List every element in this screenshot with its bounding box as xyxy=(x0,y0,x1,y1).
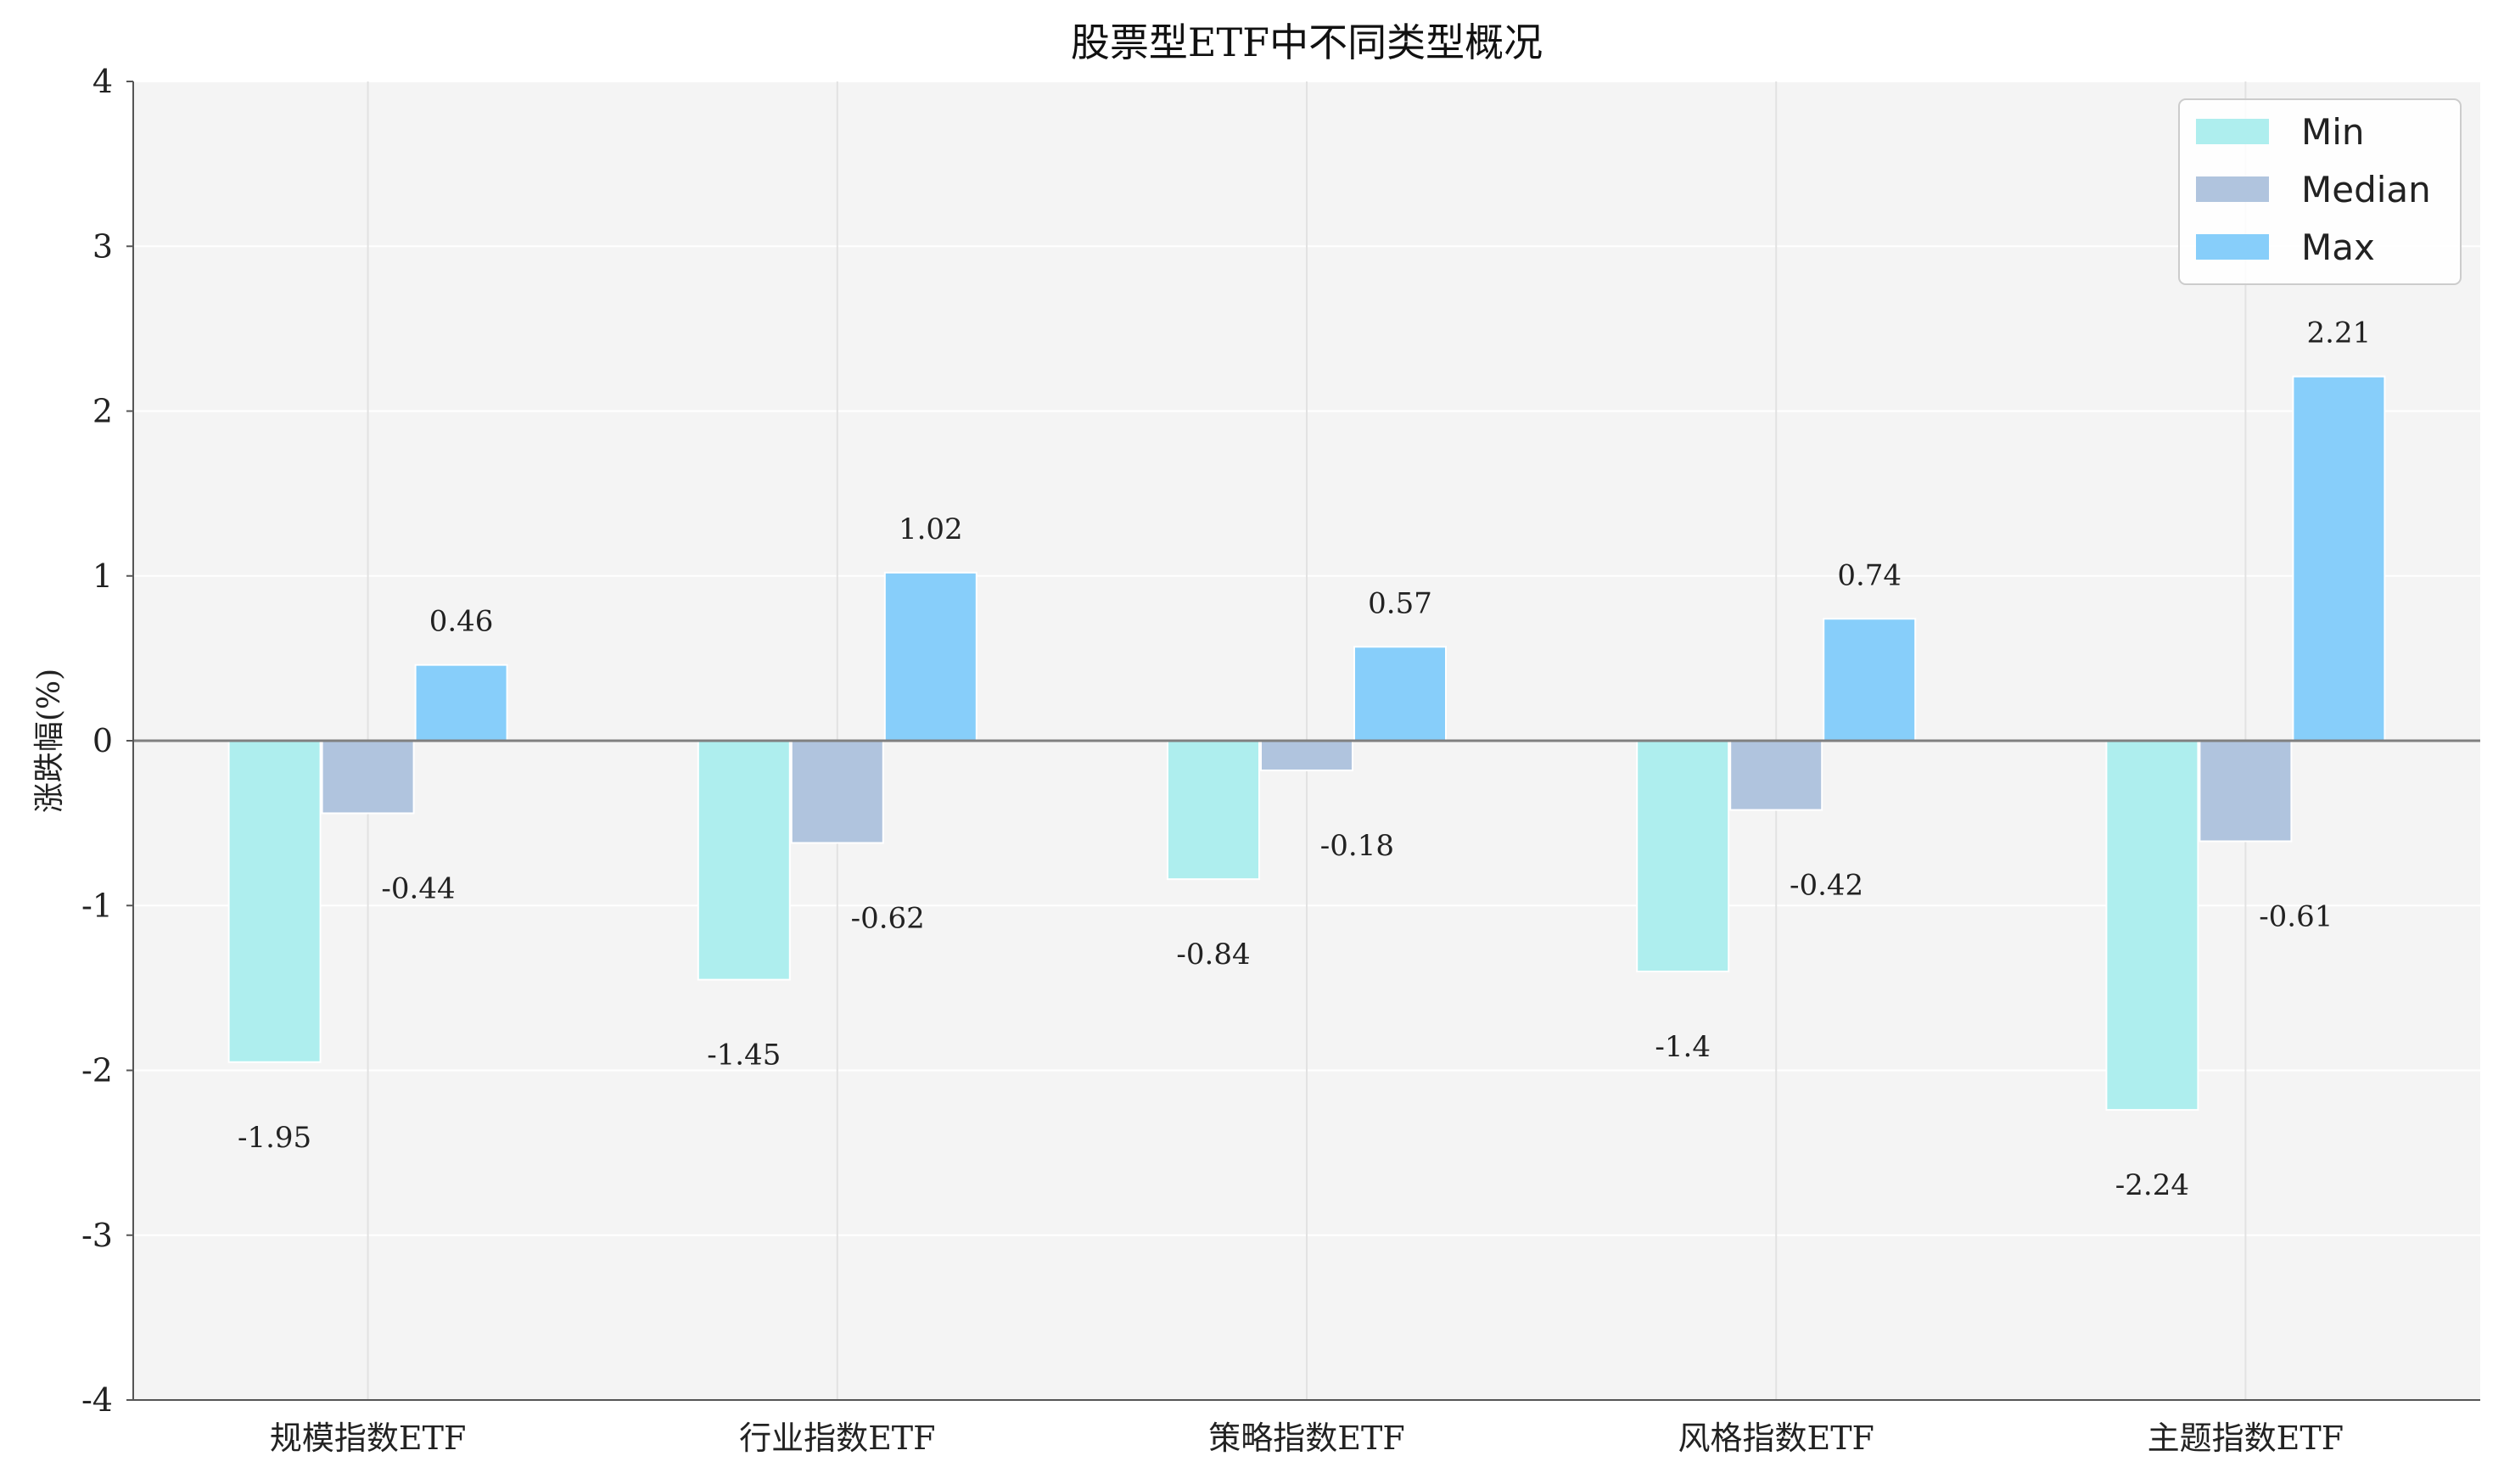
bar-max xyxy=(1353,646,1447,742)
legend-swatch-median xyxy=(2196,176,2269,202)
x-tick-label: 策略指数ETF xyxy=(1208,1420,1404,1457)
y-tick-label: 2 xyxy=(92,393,113,430)
y-tick-label: 3 xyxy=(92,227,113,265)
y-axis-label: 涨跌幅(%) xyxy=(32,669,67,813)
data-label: -0.44 xyxy=(381,871,455,905)
data-label: -0.84 xyxy=(1176,938,1250,972)
bar-median xyxy=(321,740,415,815)
y-tick-label: -4 xyxy=(81,1381,113,1419)
bar-median xyxy=(2199,740,2293,843)
chart-title: 股票型ETF中不同类型概况 xyxy=(1071,20,1543,65)
legend-label-median: Median xyxy=(2301,169,2431,210)
data-label: -0.61 xyxy=(2259,899,2333,933)
bar-median xyxy=(790,740,884,844)
legend-swatch-min xyxy=(2196,119,2269,144)
legend-swatch-max xyxy=(2196,234,2269,260)
y-tick-label: -3 xyxy=(81,1217,113,1254)
bar-max xyxy=(1823,618,1917,742)
bar-max xyxy=(414,664,508,742)
data-label: -1.45 xyxy=(707,1039,781,1072)
x-tick-label: 规模指数ETF xyxy=(270,1420,466,1457)
data-label: 0.46 xyxy=(429,605,494,639)
legend-label-min: Min xyxy=(2301,111,2365,153)
data-label: -0.62 xyxy=(851,901,925,935)
x-tick-label: 风格指数ETF xyxy=(1678,1420,1874,1457)
y-axis-ticks: 4 3 2 1 0 -1 -2 -3 -4 xyxy=(81,63,133,1419)
legend-label-max: Max xyxy=(2301,227,2375,268)
bar-max xyxy=(2292,375,2386,742)
bars xyxy=(227,375,2386,1112)
bar-min xyxy=(2105,740,2199,1112)
bar-min xyxy=(1636,740,1730,972)
y-tick-label: 1 xyxy=(92,557,113,595)
data-label: 0.74 xyxy=(1837,558,1902,592)
data-label: -1.95 xyxy=(238,1121,311,1155)
x-tick-label: 主题指数ETF xyxy=(2148,1420,2344,1457)
data-label: -0.18 xyxy=(1320,829,1394,863)
bar-min xyxy=(1167,740,1260,881)
bar-median xyxy=(1260,740,1353,771)
bar-median xyxy=(1729,740,1823,811)
x-tick-label: 行业指数ETF xyxy=(739,1420,935,1457)
y-tick-label: 0 xyxy=(92,722,113,759)
data-label: 1.02 xyxy=(899,512,963,546)
bar-min xyxy=(227,740,322,1063)
data-label: -2.24 xyxy=(2115,1168,2189,1202)
data-label: 2.21 xyxy=(2307,316,2372,350)
data-label: -1.4 xyxy=(1655,1030,1711,1064)
x-axis-ticks: 规模指数ETF 行业指数ETF 策略指数ETF 风格指数ETF 主题指数ETF xyxy=(270,1420,2344,1457)
data-label: -0.42 xyxy=(1790,869,1863,903)
data-labels: -1.95 -0.44 0.46 -1.45 -0.62 1.02 -0.84 -0.18 0.… xyxy=(238,316,2371,1202)
bar-min xyxy=(697,740,791,981)
data-label: 0.57 xyxy=(1368,586,1432,620)
y-tick-label: 4 xyxy=(92,63,113,100)
legend: Min Median Max xyxy=(2178,98,2462,285)
bar-max xyxy=(883,571,978,742)
y-tick-label: -2 xyxy=(81,1052,113,1089)
y-tick-label: -1 xyxy=(81,887,113,924)
